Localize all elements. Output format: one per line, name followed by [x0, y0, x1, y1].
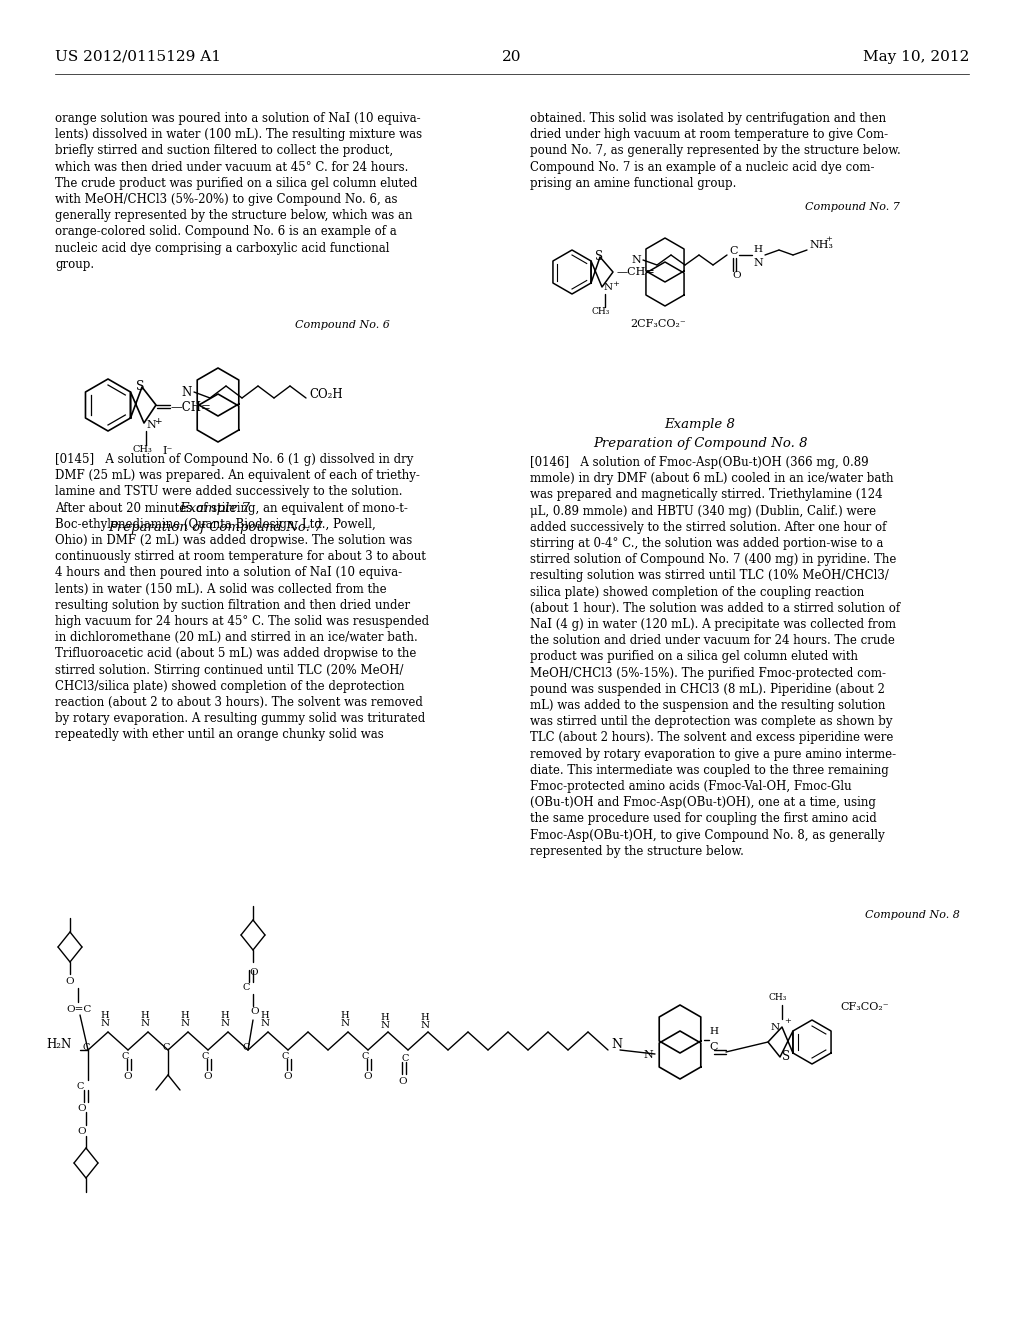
Text: O=C: O=C	[66, 1006, 91, 1015]
Text: C: C	[163, 1043, 170, 1052]
Text: H: H	[261, 1011, 269, 1020]
Text: O: O	[398, 1077, 408, 1086]
Text: O: O	[78, 1127, 86, 1137]
Text: C: C	[282, 1052, 289, 1061]
Text: C: C	[243, 983, 250, 993]
Text: CH₃: CH₃	[132, 445, 152, 454]
Text: N: N	[643, 1049, 653, 1060]
Text: CH₃: CH₃	[769, 993, 787, 1002]
Text: N: N	[753, 257, 763, 268]
Text: O: O	[249, 968, 258, 977]
Text: Example 8: Example 8	[665, 418, 735, 432]
Text: O: O	[124, 1072, 132, 1081]
Text: —CH=: —CH=	[617, 267, 655, 277]
Text: O: O	[250, 1007, 259, 1016]
Text: H: H	[100, 1011, 110, 1020]
Text: H: H	[180, 1011, 189, 1020]
Text: N: N	[771, 1023, 780, 1031]
Text: US 2012/0115129 A1: US 2012/0115129 A1	[55, 50, 221, 63]
Text: H: H	[709, 1027, 718, 1036]
Text: N: N	[604, 284, 613, 293]
Text: C: C	[82, 1043, 90, 1052]
Text: N: N	[180, 1019, 189, 1028]
Text: O: O	[284, 1072, 292, 1081]
Text: N: N	[260, 1019, 269, 1028]
Text: N: N	[381, 1020, 389, 1030]
Text: H: H	[753, 246, 762, 255]
Text: orange solution was poured into a solution of NaI (10 equiva-
lents) dissolved i: orange solution was poured into a soluti…	[55, 112, 422, 271]
Text: May 10, 2012: May 10, 2012	[862, 50, 969, 63]
Text: CF₃CO₂⁻: CF₃CO₂⁻	[840, 1002, 889, 1012]
Text: S: S	[136, 380, 144, 393]
Text: Compound No. 7: Compound No. 7	[805, 202, 900, 213]
Text: +: +	[154, 417, 162, 425]
Text: C: C	[729, 246, 737, 256]
Text: H: H	[381, 1012, 389, 1022]
Text: [0145]   A solution of Compound No. 6 (1 g) dissolved in dry
DMF (25 mL) was pre: [0145] A solution of Compound No. 6 (1 g…	[55, 453, 429, 742]
Text: O: O	[732, 271, 740, 280]
Text: C: C	[121, 1052, 129, 1061]
Text: C: C	[77, 1082, 84, 1092]
Text: S: S	[782, 1051, 791, 1064]
Text: 20: 20	[502, 50, 522, 63]
Text: C: C	[401, 1053, 409, 1063]
Text: H: H	[341, 1011, 349, 1020]
Text: H: H	[221, 1011, 229, 1020]
Text: H₂N: H₂N	[47, 1038, 72, 1051]
Text: H: H	[140, 1011, 150, 1020]
Text: N: N	[631, 255, 641, 265]
Text: Example 7: Example 7	[179, 502, 251, 515]
Text: I⁻: I⁻	[162, 446, 172, 455]
Text: Preparation of Compound No. 8: Preparation of Compound No. 8	[593, 437, 807, 450]
Text: O: O	[364, 1072, 373, 1081]
Text: Compound No. 6: Compound No. 6	[295, 319, 390, 330]
Text: CH₃: CH₃	[592, 308, 610, 315]
Text: N: N	[421, 1020, 429, 1030]
Text: +: +	[784, 1016, 791, 1026]
Text: N: N	[340, 1019, 349, 1028]
Text: —CH=: —CH=	[170, 401, 211, 414]
Text: N: N	[146, 420, 156, 430]
Text: N: N	[140, 1019, 150, 1028]
Text: N: N	[181, 385, 193, 399]
Text: S: S	[595, 251, 603, 264]
Text: O: O	[204, 1072, 212, 1081]
Text: C: C	[202, 1052, 209, 1061]
Text: O: O	[66, 978, 75, 986]
Text: N: N	[220, 1019, 229, 1028]
Text: CO₂H: CO₂H	[309, 388, 343, 400]
Text: N: N	[100, 1019, 110, 1028]
Text: Compound No. 8: Compound No. 8	[865, 909, 961, 920]
Text: [0146]   A solution of Fmoc-Asp(OBu-t)OH (366 mg, 0.89
mmole) in dry DMF (about : [0146] A solution of Fmoc-Asp(OBu-t)OH (…	[530, 455, 900, 858]
Text: C: C	[243, 1043, 250, 1052]
Text: O: O	[78, 1104, 86, 1113]
Text: C: C	[709, 1041, 718, 1052]
Text: +: +	[612, 280, 618, 288]
Text: Preparation of Compound No. 7: Preparation of Compound No. 7	[108, 521, 323, 535]
Text: NH₃: NH₃	[809, 240, 833, 249]
Text: 2CF₃CO₂⁻: 2CF₃CO₂⁻	[630, 319, 686, 329]
Text: N: N	[611, 1039, 622, 1052]
Text: obtained. This solid was isolated by centrifugation and then
dried under high va: obtained. This solid was isolated by cen…	[530, 112, 901, 190]
Text: C: C	[361, 1052, 369, 1061]
Text: H: H	[421, 1012, 429, 1022]
Text: +: +	[825, 235, 831, 243]
